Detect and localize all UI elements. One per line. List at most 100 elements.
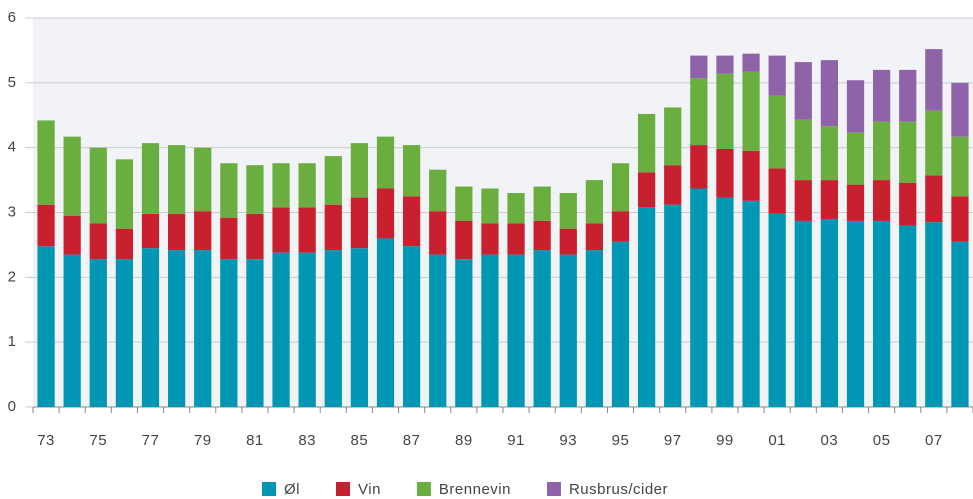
bar-segment <box>167 250 186 407</box>
bar-segment <box>846 184 865 221</box>
x-tick-label: 85 <box>351 432 369 449</box>
y-tick-label: 6 <box>8 9 17 26</box>
x-tick-label: 77 <box>142 432 160 449</box>
x-tick-label: 87 <box>403 432 421 449</box>
bar-segment <box>559 193 577 229</box>
bar-segment <box>324 156 342 205</box>
bar-segment <box>872 180 891 221</box>
bar-segment <box>298 163 316 208</box>
bar-segment <box>220 163 238 218</box>
y-tick-label: 5 <box>8 74 17 91</box>
y-tick-label: 1 <box>8 333 17 350</box>
x-tick-label: 03 <box>821 432 839 449</box>
x-tick-label: 75 <box>89 432 107 449</box>
bar-segment <box>481 254 499 407</box>
bar-segment <box>872 220 891 407</box>
bar-segment <box>89 147 107 224</box>
bar-segment <box>690 188 708 407</box>
legend-swatch <box>546 482 561 496</box>
bar-segment <box>716 148 734 198</box>
bar-segment <box>716 55 734 74</box>
x-tick-label: 99 <box>716 432 734 449</box>
bar-segment <box>559 228 577 255</box>
bar-segment <box>115 228 134 260</box>
bar-segment <box>376 136 395 189</box>
bar-segment <box>141 248 160 407</box>
bar-segment <box>376 238 395 407</box>
bar-segment <box>246 165 264 214</box>
bar-segment <box>611 211 630 242</box>
bar-segment <box>925 49 943 111</box>
bar-segment <box>664 204 682 407</box>
bar-segment <box>690 78 708 146</box>
bar-segment <box>690 55 708 79</box>
bar-segment <box>794 119 812 181</box>
legend-swatch <box>416 482 431 496</box>
bar-segment <box>899 182 917 226</box>
bar-segment <box>820 60 839 127</box>
bar-segment <box>167 145 186 214</box>
bar-segment <box>742 200 760 407</box>
bar-segment <box>298 252 316 407</box>
bar-segment <box>533 250 551 407</box>
bar-segment <box>899 69 917 122</box>
bar-segment <box>89 259 107 407</box>
x-tick-label: 89 <box>455 432 473 449</box>
bar-segment <box>533 220 551 251</box>
bar-segment <box>429 169 447 212</box>
bar-segment <box>794 220 812 407</box>
bar-segment <box>350 197 369 249</box>
bar-segment <box>951 196 969 242</box>
bar-segment <box>925 110 943 176</box>
bar-segment <box>507 223 525 255</box>
y-tick-label: 3 <box>8 203 17 220</box>
x-tick-label: 81 <box>246 432 264 449</box>
x-tick-label: 93 <box>559 432 577 449</box>
x-tick-label: 07 <box>925 432 943 449</box>
bar-segment <box>768 55 786 96</box>
bar-segment <box>272 207 290 253</box>
bar-segment <box>481 223 499 255</box>
legend-label: Brennevin <box>439 481 511 498</box>
bar-segment <box>246 213 264 260</box>
bar-segment <box>402 246 421 407</box>
bar-segment <box>637 172 656 208</box>
bar-segment <box>899 121 917 183</box>
bar-segment <box>585 223 604 251</box>
bar-segment <box>429 211 447 255</box>
bar-segment <box>298 207 316 253</box>
bar-segment <box>455 259 473 407</box>
bar-segment <box>455 186 473 221</box>
bar-segment <box>664 107 682 166</box>
bar-segment <box>37 204 55 247</box>
bar-segment <box>820 180 839 219</box>
bar-segment <box>820 126 839 181</box>
bar-segment <box>742 150 760 201</box>
bar-segment <box>585 250 604 407</box>
bar-segment <box>742 71 760 151</box>
bar-segment <box>376 188 395 239</box>
bar-segment <box>846 80 865 133</box>
bar-segment <box>350 248 369 407</box>
x-tick-label: 83 <box>298 432 316 449</box>
bar-segment <box>925 222 943 407</box>
bar-segment <box>768 95 786 169</box>
bar-segment <box>507 193 525 224</box>
bar-segment <box>742 53 760 72</box>
bar-segment <box>402 145 421 197</box>
bar-segment <box>951 241 969 407</box>
bar-segment <box>690 145 708 189</box>
bar-segment <box>794 62 812 120</box>
bar-segment <box>402 196 421 247</box>
y-tick-label: 0 <box>8 398 17 415</box>
bar-segment <box>63 254 81 407</box>
bar-segment <box>768 213 786 407</box>
bar-segment <box>716 73 734 149</box>
bar-segment <box>507 254 525 407</box>
bar-segment <box>481 188 499 224</box>
bar-segment <box>350 143 369 198</box>
bar-segment <box>637 113 656 173</box>
bar-segment <box>272 163 290 208</box>
legend-swatch <box>336 482 350 496</box>
